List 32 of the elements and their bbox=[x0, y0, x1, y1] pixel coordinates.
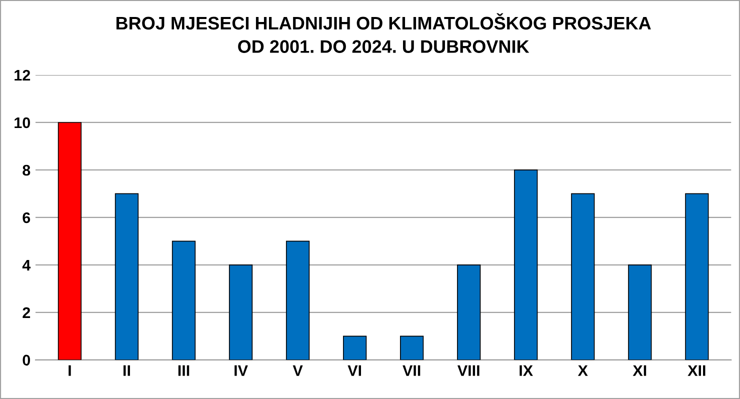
y-tick-label: 0 bbox=[22, 354, 30, 366]
y-tick-label: 6 bbox=[22, 212, 30, 224]
x-tick-label: II bbox=[124, 365, 130, 376]
y-tick-label: 10 bbox=[14, 117, 30, 128]
bar bbox=[114, 193, 139, 360]
x-tick-label: X bbox=[578, 365, 588, 376]
y-tick-label: 8 bbox=[22, 164, 30, 176]
bar bbox=[286, 240, 310, 360]
x-tick-label: V bbox=[292, 365, 303, 376]
bar bbox=[58, 122, 82, 360]
bar bbox=[172, 240, 196, 360]
bar bbox=[342, 336, 367, 360]
bar bbox=[228, 264, 253, 360]
x-tick-label: VII bbox=[402, 365, 420, 376]
x-tick-label: III bbox=[178, 365, 190, 376]
y-tick-label: 2 bbox=[22, 307, 30, 318]
bar bbox=[571, 193, 595, 360]
bar bbox=[400, 336, 424, 360]
x-tick-label: VI bbox=[348, 365, 362, 376]
x-tick-label: XI bbox=[632, 365, 646, 376]
x-tick-label: IX bbox=[520, 365, 533, 376]
x-tick-label: XII bbox=[688, 365, 706, 376]
chart-title: BROJ MJESECI HLADNIJIH OD KLIMATOLOŠKOG PROSJEKA OD 2001. DO 2024. U DUBROVNIK bbox=[116, 13, 651, 53]
y-tick-label: 12 bbox=[14, 70, 30, 81]
x-tick-label: IV bbox=[234, 365, 248, 376]
x-tick-label: VIII bbox=[457, 365, 480, 376]
x-tick-label: I bbox=[68, 365, 71, 376]
bar bbox=[685, 193, 709, 360]
bar bbox=[514, 170, 538, 360]
bar bbox=[628, 264, 652, 360]
y-tick-label: 4 bbox=[22, 260, 31, 270]
bar bbox=[457, 264, 481, 360]
